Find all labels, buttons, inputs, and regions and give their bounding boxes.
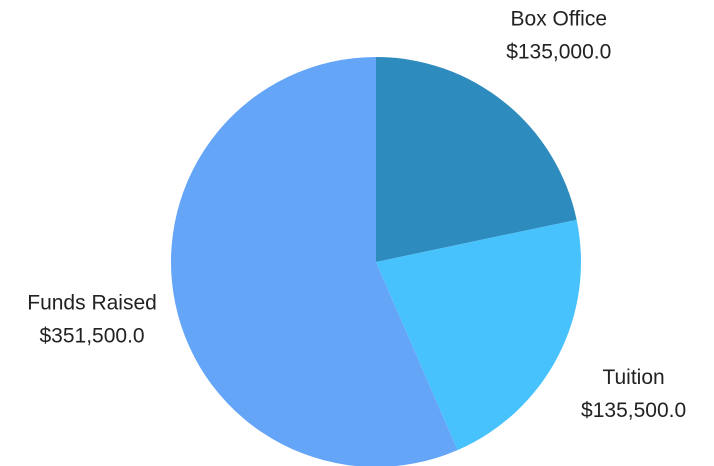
slice-label: Tuition <box>602 366 664 389</box>
slice-value-label: $135,500.0 <box>581 399 686 422</box>
pie-slice <box>376 57 577 262</box>
slice-label: Funds Raised <box>27 291 157 314</box>
slice-value-label: $351,500.0 <box>39 324 144 347</box>
pie-slice <box>376 219 582 451</box>
slice-value-label: $135,000.0 <box>506 40 611 63</box>
pie-slice <box>171 57 458 466</box>
slice-label: Box Office <box>511 7 608 30</box>
